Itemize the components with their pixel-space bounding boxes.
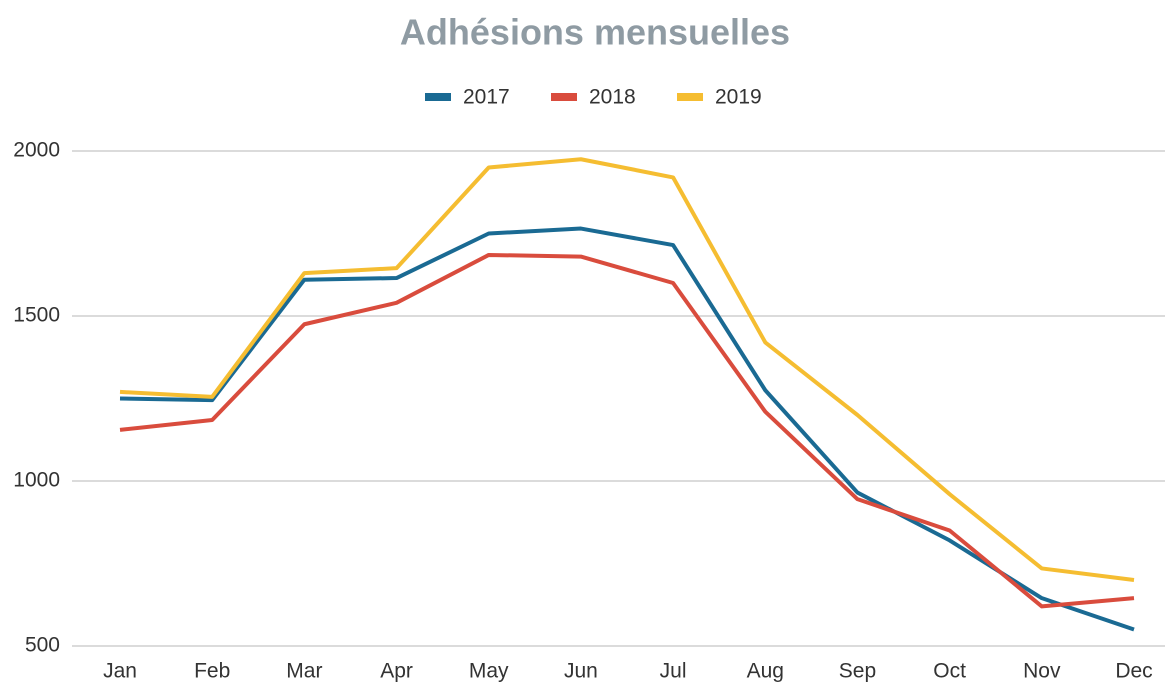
x-tick-label: Apr (380, 660, 413, 683)
x-tick-label: Mar (286, 660, 322, 683)
x-tick-label: Dec (1115, 660, 1152, 683)
y-tick-label: 1500 (13, 304, 60, 327)
series-line (119, 226, 1135, 632)
legend-label: 2019 (715, 86, 762, 109)
x-tick-label: Nov (1023, 660, 1061, 683)
legend-swatch (425, 93, 451, 101)
series-line (119, 252, 1135, 609)
x-tick-label: Aug (747, 660, 784, 683)
x-tick-label: Oct (933, 660, 966, 683)
x-tick-label: May (469, 660, 509, 683)
legend-swatch (677, 93, 703, 101)
legend-swatch (551, 93, 577, 101)
y-tick-label: 1000 (13, 469, 60, 492)
x-tick-label: Jul (660, 660, 687, 683)
chart-title: Adhésions mensuelles (400, 12, 790, 53)
x-tick-label: Sep (839, 660, 876, 683)
y-tick-label: 2000 (13, 139, 60, 162)
legend-label: 2018 (589, 86, 636, 109)
x-tick-label: Jun (564, 660, 598, 683)
x-tick-label: Feb (194, 660, 230, 683)
x-tick-label: Jan (103, 660, 137, 683)
series-line (119, 157, 1135, 582)
legend-label: 2017 (463, 86, 510, 109)
y-tick-label: 500 (25, 634, 60, 657)
